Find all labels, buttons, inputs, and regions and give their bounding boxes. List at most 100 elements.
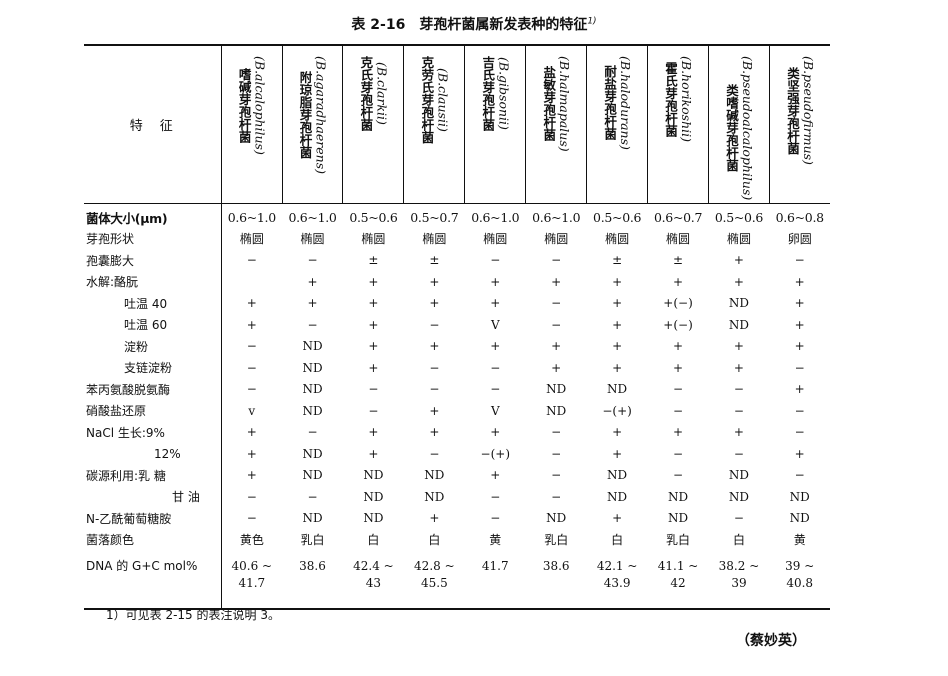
cell: + bbox=[368, 446, 379, 461]
cell: − bbox=[490, 511, 501, 525]
cell: − bbox=[673, 468, 684, 482]
species-header: 嗜碱芽孢杆菌 (B.alcalophilus) bbox=[220, 45, 283, 204]
cell: 0.5~0.6 bbox=[593, 209, 642, 225]
cell: + bbox=[794, 274, 805, 289]
species-label: 霍氏芽孢杆菌 (B.horikoshii) bbox=[662, 56, 694, 142]
species-latin: (B.clausii) bbox=[435, 67, 451, 132]
cell: + bbox=[368, 360, 379, 375]
cell: 42.4 ~ 43 bbox=[353, 559, 394, 591]
cell: 乳白 bbox=[300, 533, 325, 547]
cell: − bbox=[246, 360, 257, 375]
cell: + bbox=[246, 446, 257, 461]
cell: + bbox=[246, 317, 257, 332]
cell: 40.6 ~ 41.7 bbox=[231, 559, 273, 591]
row-label: 菌落颜色 bbox=[84, 528, 222, 551]
cell: ND bbox=[302, 446, 323, 461]
cell: + bbox=[733, 253, 744, 267]
cell: − bbox=[246, 339, 257, 353]
cell: V bbox=[490, 403, 500, 418]
species-latin: (B.pseudoalcalophilus) bbox=[739, 56, 755, 201]
cell: ND bbox=[424, 468, 445, 482]
cell: 椭圆 bbox=[300, 232, 325, 246]
species-latin: (B.gibsonii) bbox=[496, 57, 512, 130]
cell: ND bbox=[789, 511, 810, 525]
cell: ND bbox=[302, 339, 323, 353]
cell: − bbox=[733, 446, 744, 461]
cell: − bbox=[246, 489, 257, 504]
table-row: DNA 的 G+C mol% 40.6 ~ 41.7 38.6 42.4 ~ 43 42… bbox=[84, 550, 830, 610]
table-row: 菌落颜色 黄色 乳白 白 白 黄 乳白 白 乳白 白 黄 bbox=[84, 528, 830, 551]
cell: + bbox=[368, 317, 379, 332]
table-row: 孢囊膨大 − − ± ± − − ± ± + − bbox=[84, 249, 830, 271]
table-row: NaCl 生长:9% + − + + + − + + + − bbox=[84, 421, 830, 443]
row-label: 支链淀粉 bbox=[84, 356, 222, 379]
cell: 0.6~0.8 bbox=[775, 209, 824, 225]
cell: ± bbox=[429, 253, 440, 267]
cell: − bbox=[490, 489, 501, 504]
cell: + bbox=[551, 339, 562, 353]
cell: +(−) bbox=[663, 317, 693, 332]
species-table: 特 征 嗜碱芽孢杆菌 (B.alcalophilus) 附琼脂芽孢杆菌 (B.agar… bbox=[84, 44, 830, 610]
cell: ND bbox=[607, 468, 628, 482]
cell: ND bbox=[607, 489, 628, 504]
cell: + bbox=[246, 468, 257, 482]
author: （蔡妙英） bbox=[736, 633, 806, 649]
row-label: 吐温 60 bbox=[84, 313, 222, 336]
cell: 黄 bbox=[489, 533, 502, 547]
table-row: 水解:酪朊 + + + + + + + + + bbox=[84, 270, 830, 293]
cell: − bbox=[794, 253, 805, 267]
cell: − bbox=[733, 511, 744, 525]
row-label: N-乙酰葡萄糖胺 bbox=[84, 507, 222, 529]
cell: + bbox=[733, 360, 744, 375]
cell: + bbox=[733, 425, 744, 439]
species-name: 霍氏芽孢杆菌 bbox=[663, 61, 679, 137]
cell: − bbox=[368, 403, 379, 418]
footnote: 1）可见表 2-15 的表注说明 3。 bbox=[106, 608, 280, 622]
cell: −(+) bbox=[480, 446, 511, 461]
cell: − bbox=[307, 253, 318, 267]
cell: + bbox=[794, 296, 805, 310]
cell: 乳白 bbox=[666, 533, 691, 547]
cell: − bbox=[368, 382, 379, 396]
species-label: 类坚强芽孢杆菌 (B.pseudofirmus) bbox=[784, 56, 816, 165]
species-header: 耐盐芽孢杆菌 (B.halodurans) bbox=[586, 45, 648, 204]
cell: ND bbox=[302, 468, 323, 482]
row-label: NaCl 生长:9% bbox=[84, 421, 222, 443]
cell: ND bbox=[302, 382, 323, 396]
cell: −(+) bbox=[602, 403, 632, 418]
title-text: 表 2-16 芽孢杆菌属新发表种的特征 bbox=[351, 17, 588, 33]
cell: + bbox=[490, 274, 501, 289]
cell: 0.6~1.0 bbox=[288, 209, 337, 225]
species-latin: (B.alcalophilus) bbox=[252, 56, 268, 155]
cell: + bbox=[673, 339, 684, 353]
cell: ND bbox=[728, 317, 750, 332]
cell: 0.5~0.6 bbox=[714, 209, 764, 225]
cell: + bbox=[673, 425, 684, 439]
cell: ND bbox=[302, 360, 323, 375]
cell: 41.7 bbox=[481, 559, 509, 574]
species-label: 克劳氏芽孢杆菌 (B.clausii) bbox=[418, 56, 450, 144]
cell: − bbox=[551, 425, 562, 439]
cell: 椭圆 bbox=[726, 232, 751, 246]
cell: ND bbox=[546, 382, 567, 396]
cell: 41.1 ~ 42 bbox=[657, 559, 699, 591]
cell: + bbox=[490, 296, 501, 310]
cell: ND bbox=[728, 296, 750, 310]
cell: + bbox=[307, 274, 318, 289]
species-name: 盐敏芽孢杆菌 bbox=[541, 66, 557, 142]
cell: + bbox=[429, 403, 440, 418]
cell: ND bbox=[667, 489, 689, 504]
cell: 0.6~1.0 bbox=[532, 209, 581, 225]
cell: 椭圆 bbox=[544, 232, 569, 246]
cell: 0.6~1.0 bbox=[227, 209, 276, 225]
cell: − bbox=[673, 446, 684, 461]
species-latin: (B.halodurans) bbox=[618, 56, 634, 150]
row-label: 芽孢形状 bbox=[84, 227, 222, 250]
table-body: 菌体大小(μm) 0.6~1.0 0.6~1.0 0.5~0.6 0.5~0.7 0.6~… bbox=[84, 203, 830, 610]
table-row: 12% + ND + − −(+) − + − − + bbox=[84, 442, 830, 465]
species-latin: (B.horikoshii) bbox=[679, 56, 695, 143]
species-name: 克劳氏芽孢杆菌 bbox=[419, 56, 435, 144]
cell: + bbox=[612, 317, 623, 332]
table-row: 支链淀粉 − ND + − − + + + + − bbox=[84, 356, 830, 379]
species-name: 附琼脂芽孢杆菌 bbox=[297, 71, 313, 159]
